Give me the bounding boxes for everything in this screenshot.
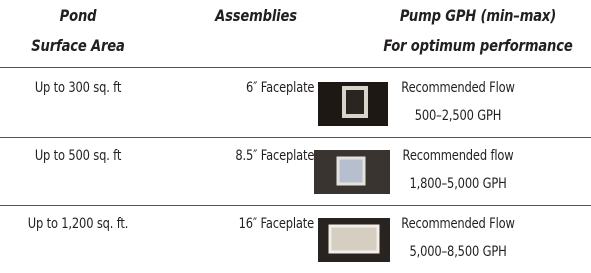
assembly: 8.5″ Faceplate <box>235 148 314 164</box>
header: Assemblies <box>215 6 297 25</box>
pond-area: Up to 300 sq. ft <box>35 80 121 96</box>
flow-range: 5,000–8,500 GPH <box>409 244 506 260</box>
header: Pond <box>60 6 97 25</box>
assembly: 6″ Faceplate <box>246 80 314 96</box>
pond-area: Up to 500 sq. ft <box>35 148 121 164</box>
header: Surface Area <box>31 36 124 55</box>
rule <box>0 205 591 206</box>
flow-range: 1,800–5,000 GPH <box>409 176 506 192</box>
assembly: 16″ Faceplate <box>239 216 314 232</box>
pond-area: Up to 1,200 sq. ft. <box>28 216 128 232</box>
header: Pump GPH (min–max) <box>400 6 556 25</box>
rule <box>0 67 591 68</box>
flow-label: Recommended Flow <box>401 216 514 232</box>
header: For optimum performance <box>383 36 572 55</box>
faceplate-image <box>318 218 390 262</box>
faceplate-image <box>314 150 390 194</box>
rule <box>0 137 591 138</box>
flow-label: Recommended flow <box>403 148 514 164</box>
flow-range: 500–2,500 GPH <box>415 108 501 124</box>
table: Pond Surface Area Assemblies Pump GPH (m… <box>0 0 591 273</box>
faceplate-image <box>318 82 388 126</box>
flow-label: Recommended Flow <box>401 80 514 96</box>
